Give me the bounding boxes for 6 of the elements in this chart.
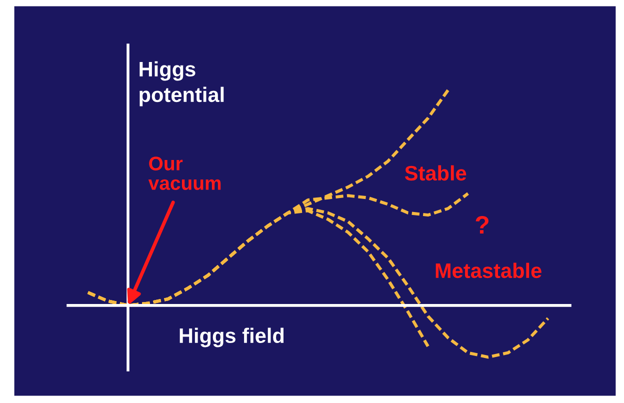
- annotation: Our vacuum: [148, 156, 221, 190]
- annotation: Metastable: [436, 262, 542, 278]
- x-axis-title: Higgs field: [180, 328, 284, 348]
- annotation: Stable: [404, 165, 466, 181]
- y-axis-title: Higgs potential: [140, 61, 224, 106]
- annotation: ?: [476, 216, 488, 234]
